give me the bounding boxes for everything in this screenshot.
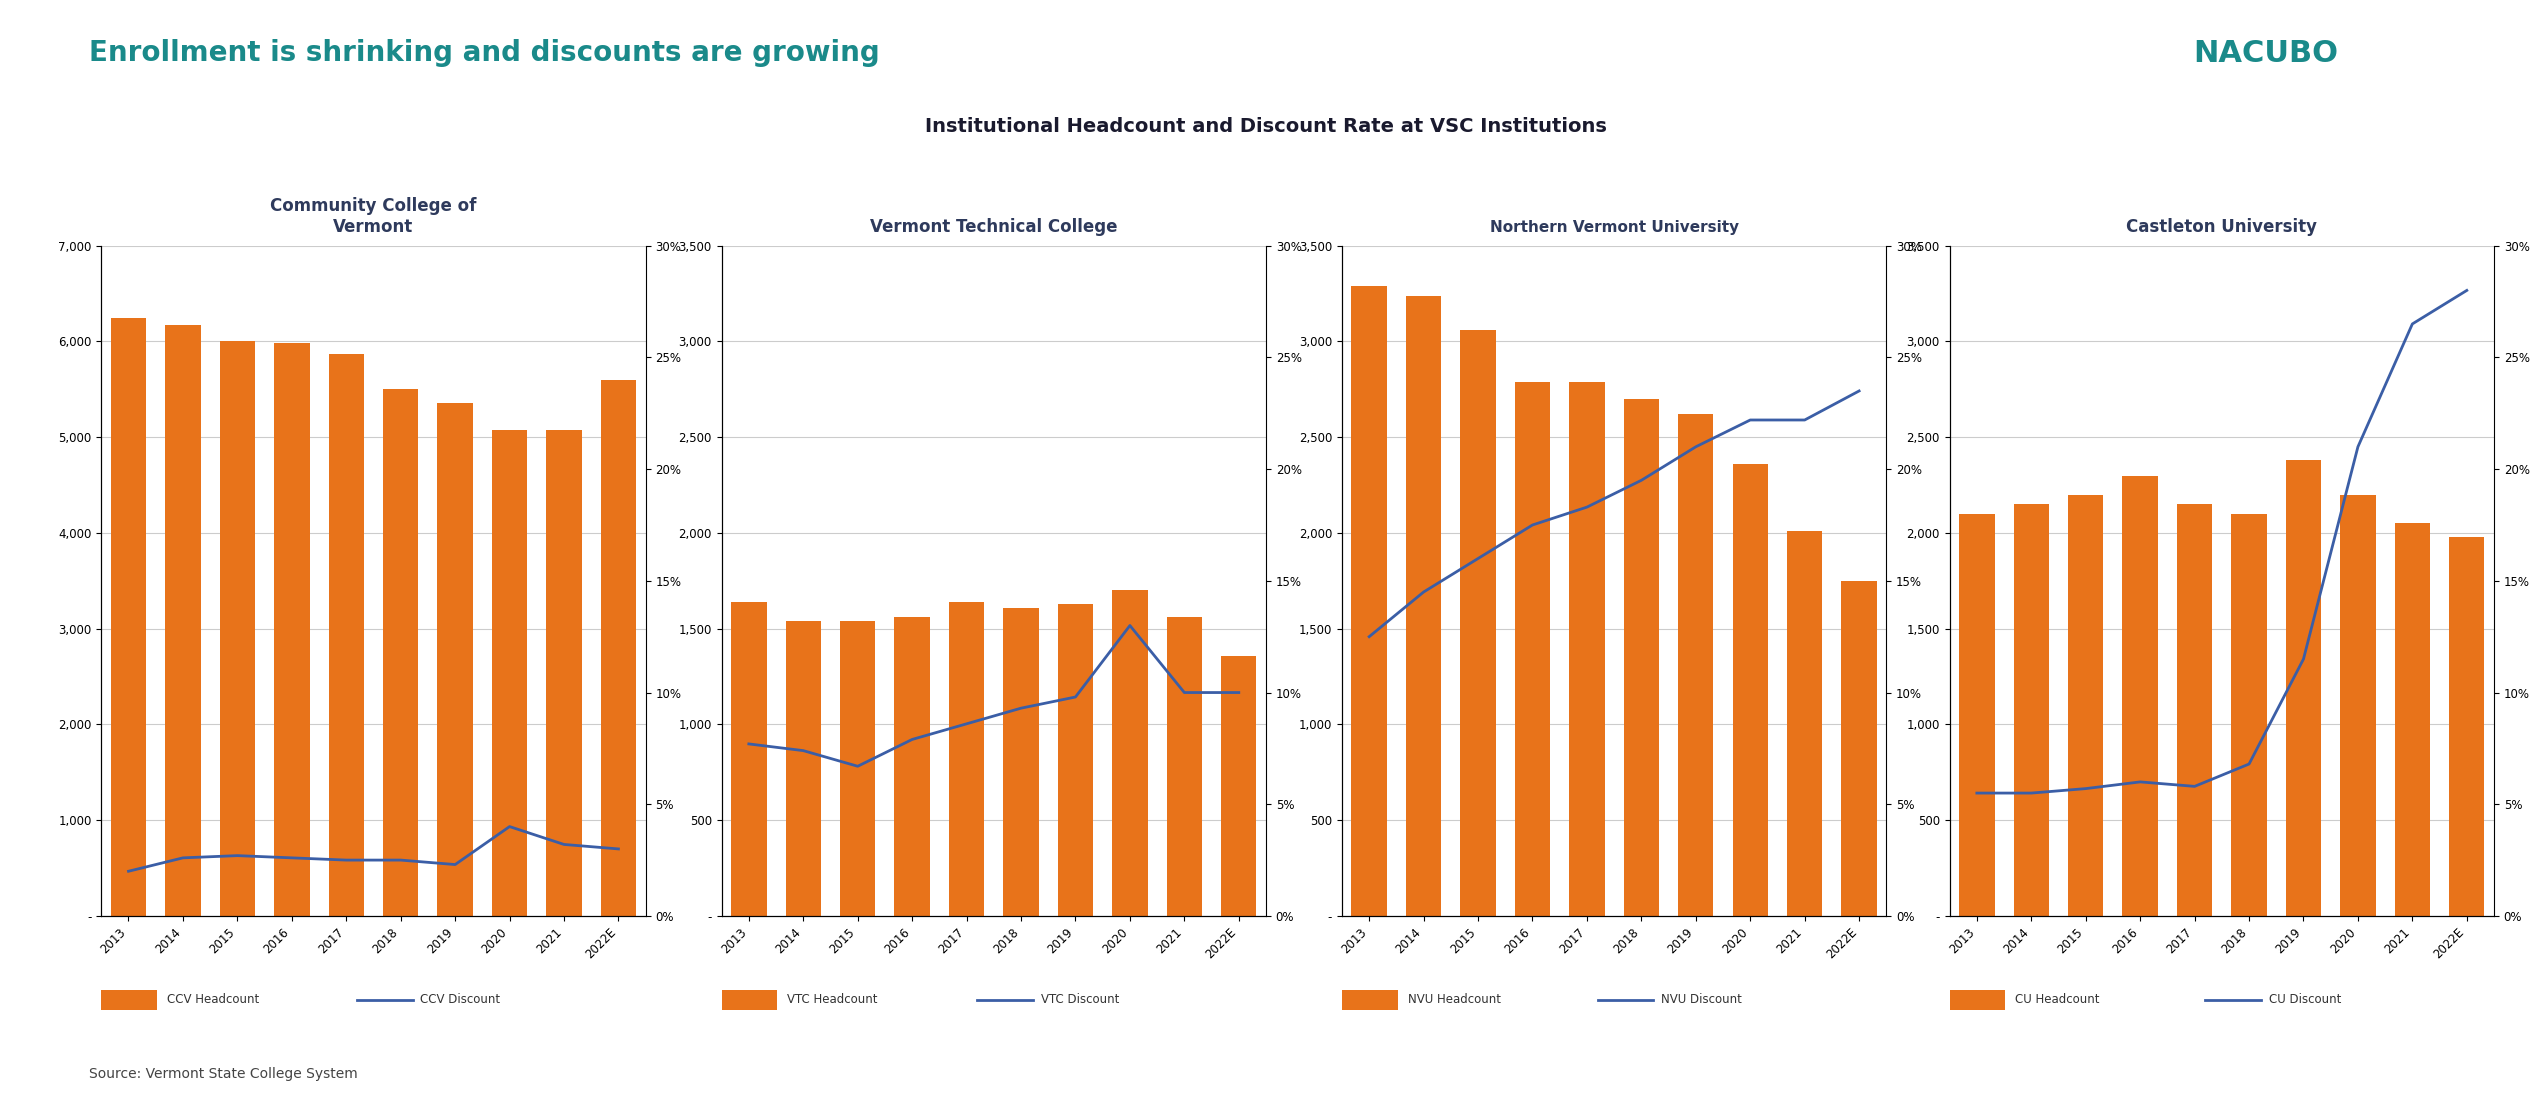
Bar [2178,504,2213,916]
Bar [491,430,527,916]
Bar [1112,591,1147,916]
Title: Vermont Technical College: Vermont Technical College [871,218,1117,236]
Title: Castleton University: Castleton University [2127,218,2317,236]
Bar [2231,514,2266,916]
Bar [950,602,985,916]
Bar [1570,382,1605,916]
Bar [1788,531,1823,916]
Bar [785,621,820,916]
Bar [1623,399,1658,916]
Text: CCV Headcount: CCV Headcount [167,993,258,1006]
Bar [382,390,418,916]
Bar [220,342,256,916]
Bar [1960,514,1995,916]
Text: VTC Headcount: VTC Headcount [787,993,879,1006]
Title: Northern Vermont University: Northern Vermont University [1489,220,1739,235]
Bar [547,430,582,916]
Title: Community College of
Vermont: Community College of Vermont [271,197,476,236]
Text: NVU Headcount: NVU Headcount [1408,993,1501,1006]
Text: Source: Vermont State College System: Source: Vermont State College System [89,1067,357,1081]
Text: NACUBO: NACUBO [2193,39,2340,68]
Bar [165,325,200,916]
Bar [1732,464,1767,916]
Bar [2395,524,2431,916]
Bar [732,602,767,916]
Bar [2122,476,2157,916]
Bar [1003,608,1038,916]
Bar [1679,414,1714,916]
Bar [1167,618,1203,916]
Bar [600,380,636,916]
Bar [111,317,147,916]
Bar [1514,382,1550,916]
Bar [438,403,473,916]
Bar [894,618,929,916]
Text: Institutional Headcount and Discount Rate at VSC Institutions: Institutional Headcount and Discount Rat… [924,117,1608,136]
Bar [2069,495,2104,916]
Text: CU Discount: CU Discount [2269,993,2342,1006]
Bar [1220,656,1256,916]
Text: Enrollment is shrinking and discounts are growing: Enrollment is shrinking and discounts ar… [89,39,879,67]
Bar [1405,296,1441,916]
Bar [2013,504,2048,916]
Bar [2340,495,2375,916]
Bar [1461,330,1496,916]
Bar [329,354,365,916]
Bar [2286,460,2322,916]
Bar [841,621,876,916]
Bar [2448,537,2484,916]
Text: VTC Discount: VTC Discount [1041,993,1119,1006]
Bar [1841,581,1876,916]
Text: NVU Discount: NVU Discount [1661,993,1742,1006]
Bar [1058,604,1094,916]
Text: CU Headcount: CU Headcount [2015,993,2099,1006]
Bar [1352,286,1388,916]
Text: CCV Discount: CCV Discount [420,993,501,1006]
Bar [273,343,309,916]
